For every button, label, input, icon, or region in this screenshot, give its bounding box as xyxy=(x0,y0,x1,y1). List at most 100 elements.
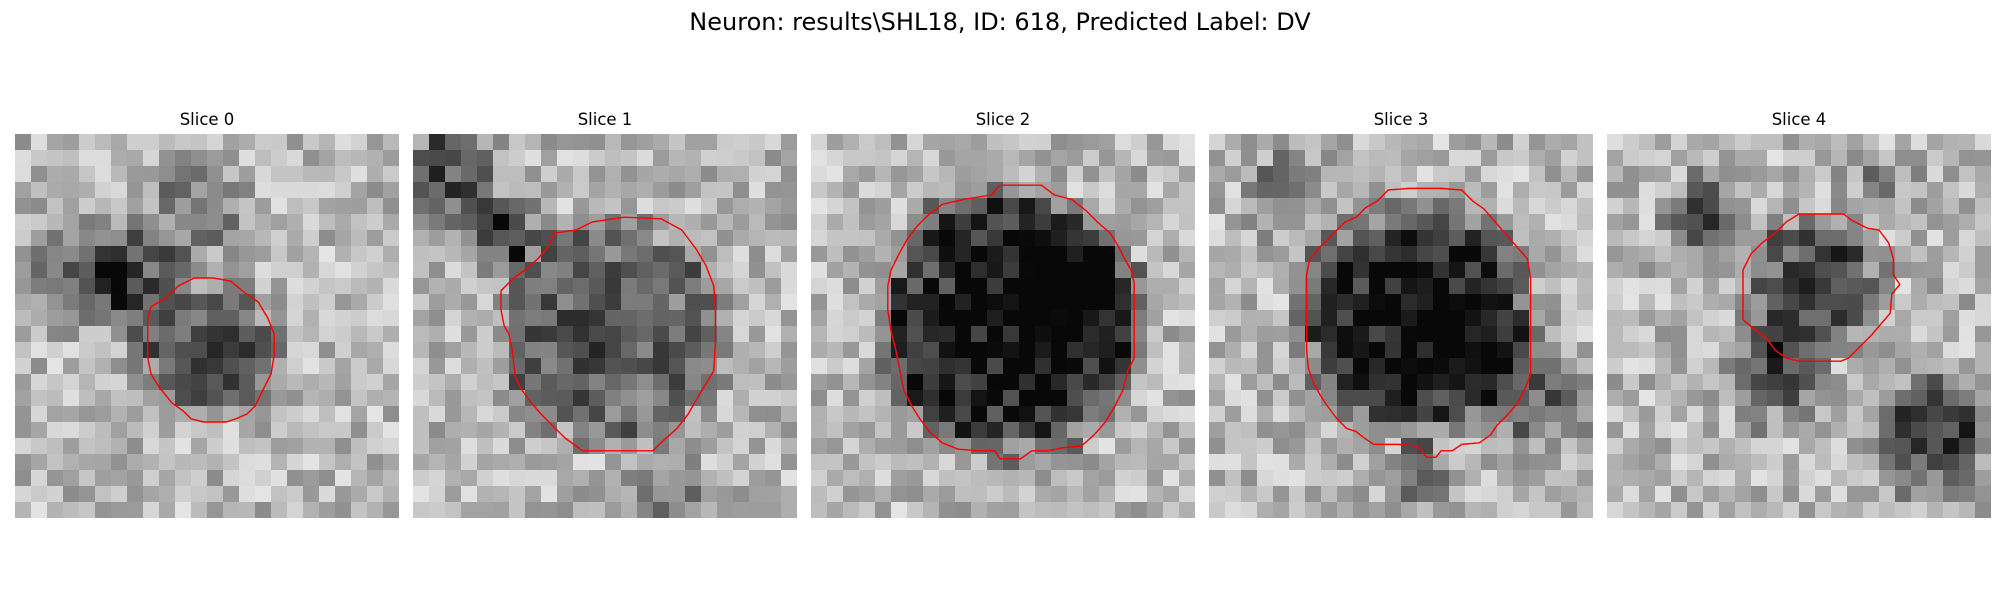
image-pixel xyxy=(605,454,622,471)
image-pixel xyxy=(781,438,797,455)
image-pixel xyxy=(1879,262,1896,279)
image-pixel xyxy=(15,486,32,503)
image-pixel xyxy=(1577,262,1593,279)
image-pixel xyxy=(1003,326,1020,343)
image-pixel xyxy=(175,150,192,167)
image-pixel xyxy=(1003,262,1020,279)
image-pixel xyxy=(749,134,766,151)
image-pixel xyxy=(987,214,1004,231)
image-pixel xyxy=(685,470,702,487)
image-pixel xyxy=(79,406,96,423)
image-pixel xyxy=(749,198,766,215)
image-pixel xyxy=(1019,166,1036,183)
image-pixel xyxy=(1607,150,1624,167)
image-pixel xyxy=(1943,150,1960,167)
image-pixel xyxy=(1353,422,1370,439)
image-pixel xyxy=(493,486,510,503)
image-pixel xyxy=(621,406,638,423)
image-pixel xyxy=(1719,406,1736,423)
image-pixel xyxy=(1943,326,1960,343)
image-pixel xyxy=(733,470,750,487)
image-pixel xyxy=(1847,390,1864,407)
image-pixel xyxy=(1401,278,1418,295)
image-pixel xyxy=(63,326,80,343)
image-pixel xyxy=(1321,134,1338,151)
image-pixel xyxy=(15,198,32,215)
image-pixel xyxy=(1703,246,1720,263)
image-pixel xyxy=(1703,198,1720,215)
image-pixel xyxy=(1401,198,1418,215)
image-pixel xyxy=(1417,150,1434,167)
image-pixel xyxy=(367,470,384,487)
image-pixel xyxy=(907,134,924,151)
image-pixel xyxy=(1943,390,1960,407)
image-pixel xyxy=(1735,326,1752,343)
image-pixel xyxy=(1577,358,1593,375)
image-pixel xyxy=(63,134,80,151)
image-pixel xyxy=(557,166,574,183)
image-pixel xyxy=(1607,470,1624,487)
image-pixel xyxy=(637,438,654,455)
image-pixel xyxy=(1179,166,1195,183)
image-pixel xyxy=(1545,166,1562,183)
image-pixel xyxy=(1035,150,1052,167)
image-pixel xyxy=(685,294,702,311)
image-pixel xyxy=(637,358,654,375)
image-pixel xyxy=(859,310,876,327)
image-pixel xyxy=(1943,406,1960,423)
image-pixel xyxy=(319,134,336,151)
image-pixel xyxy=(1417,198,1434,215)
image-pixel xyxy=(111,310,128,327)
image-pixel xyxy=(1959,438,1976,455)
image-pixel xyxy=(255,486,272,503)
image-pixel xyxy=(1273,422,1290,439)
image-pixel xyxy=(891,134,908,151)
image-pixel xyxy=(1115,246,1132,263)
image-pixel xyxy=(1481,150,1498,167)
image-pixel xyxy=(95,358,112,375)
image-pixel xyxy=(1385,374,1402,391)
image-pixel xyxy=(223,390,240,407)
image-pixel xyxy=(859,262,876,279)
image-pixel xyxy=(1577,310,1593,327)
image-pixel xyxy=(685,342,702,359)
image-pixel xyxy=(493,454,510,471)
image-pixel xyxy=(63,294,80,311)
image-pixel xyxy=(923,390,940,407)
image-pixel xyxy=(717,230,734,247)
image-pixel xyxy=(1545,438,1562,455)
image-pixel xyxy=(589,182,606,199)
image-pixel xyxy=(1719,502,1736,518)
image-pixel xyxy=(637,214,654,231)
image-pixel xyxy=(1815,198,1832,215)
image-pixel xyxy=(907,374,924,391)
image-pixel xyxy=(1577,246,1593,263)
image-pixel xyxy=(1417,166,1434,183)
image-pixel xyxy=(1401,166,1418,183)
image-pixel xyxy=(843,502,860,518)
image-pixel xyxy=(493,422,510,439)
image-pixel xyxy=(525,422,542,439)
image-pixel xyxy=(1067,134,1084,151)
image-pixel xyxy=(1465,470,1482,487)
image-pixel xyxy=(461,342,478,359)
image-pixel xyxy=(1003,246,1020,263)
image-pixel xyxy=(701,214,718,231)
image-pixel xyxy=(1545,358,1562,375)
image-pixel xyxy=(1911,454,1928,471)
image-pixel xyxy=(701,486,718,503)
image-pixel xyxy=(1895,342,1912,359)
image-pixel xyxy=(127,486,144,503)
image-pixel xyxy=(1863,406,1880,423)
image-pixel xyxy=(287,246,304,263)
image-pixel xyxy=(1687,246,1704,263)
image-pixel xyxy=(781,310,797,327)
image-pixel xyxy=(159,422,176,439)
image-pixel xyxy=(1433,342,1450,359)
image-pixel xyxy=(1975,246,1991,263)
image-pixel xyxy=(1019,486,1036,503)
image-pixel xyxy=(1385,134,1402,151)
image-pixel xyxy=(1847,166,1864,183)
image-pixel xyxy=(685,502,702,518)
image-pixel xyxy=(303,390,320,407)
